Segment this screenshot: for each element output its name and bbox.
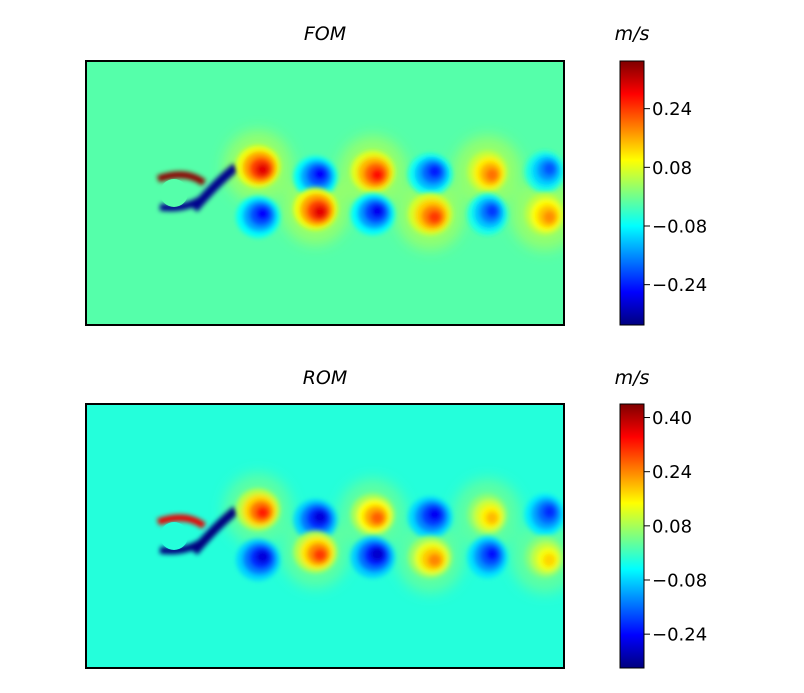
- rom-colorbar-label: m/s: [615, 367, 650, 389]
- fom-upper-shear-layer: [156, 171, 207, 186]
- fom-vortex-9: [467, 150, 508, 193]
- rom-cylinder-shear-layers: [156, 506, 239, 555]
- rom-plot-frame: [85, 403, 565, 669]
- fom-vortex-10: [467, 193, 508, 236]
- rom-vortex-10: [467, 536, 508, 579]
- fom-vortex-8: [408, 193, 453, 236]
- rom-cylinder: [160, 522, 188, 550]
- rom-colorbar-tick-label: 0.40: [652, 408, 692, 429]
- rom-panel: ROM m/s 0.40 0.24 0.08 −0.08 −0.24: [85, 367, 707, 669]
- fom-vortex-2: [236, 195, 281, 238]
- fom-vortex-4: [293, 187, 338, 230]
- rom-colorbar-ticks: 0.40 0.24 0.08 −0.08 −0.24: [644, 408, 707, 646]
- rom-vortex-11: [524, 493, 564, 536]
- rom-title: ROM: [303, 367, 348, 389]
- rom-colorbar-tick-label: 0.24: [652, 462, 692, 483]
- rom-colorbar: [619, 403, 645, 669]
- rom-vortex-9: [467, 493, 508, 536]
- fom-colorbar-tick-label: −0.08: [652, 217, 707, 238]
- fom-colorbar-ticks: 0.24 0.08 −0.08 −0.24: [644, 99, 707, 296]
- fom-vortex-12: [524, 193, 564, 236]
- rom-colorbar-tick-label: 0.08: [652, 516, 692, 537]
- fom-title: FOM: [304, 23, 346, 45]
- fom-heatmap-field: [86, 61, 564, 325]
- rom-diagonal-shear-layer: [190, 506, 239, 555]
- fom-colorbar: [619, 60, 645, 326]
- rom-colorbar-tick-label: −0.24: [652, 625, 707, 646]
- fom-vortex-11: [524, 150, 564, 193]
- fom-colorbar-label: m/s: [615, 23, 650, 45]
- fom-cylinder: [160, 179, 188, 207]
- rom-vortex-6: [350, 536, 395, 579]
- fom-panel: FOM m/s 0.24 0.08 −0.08 −0.24: [85, 23, 707, 326]
- rom-vortex-7: [408, 496, 453, 539]
- fom-plot-frame: [85, 60, 565, 326]
- fom-colorbar-tick-label: 0.08: [652, 158, 692, 179]
- rom-heatmap-field: [86, 404, 564, 668]
- fom-vortex-5: [350, 150, 395, 193]
- fom-diagonal-shear-layer: [190, 163, 239, 212]
- fom-colorbar-tick-label: 0.24: [652, 99, 692, 120]
- fom-vortex-1: [236, 145, 281, 188]
- rom-vortex-5: [350, 493, 395, 536]
- fom-colorbar-tick-label: −0.24: [652, 275, 707, 296]
- fom-vortex-6: [350, 193, 395, 236]
- fom-vortex-3: [293, 156, 338, 199]
- rom-colorbar-tick-label: −0.08: [652, 571, 707, 592]
- rom-vortex-8: [408, 536, 453, 579]
- fom-vortex-7: [408, 153, 453, 196]
- rom-vortex-4: [293, 530, 338, 573]
- rom-upper-shear-layer: [156, 514, 207, 529]
- rom-vortex-12: [524, 536, 564, 579]
- rom-vortex-marks: [236, 488, 564, 581]
- rom-vortex-3: [293, 499, 338, 542]
- fom-vortex-marks: [236, 145, 564, 238]
- fom-cylinder-shear-layers: [156, 163, 239, 212]
- rom-vortex-2: [236, 538, 281, 581]
- rom-vortex-1: [236, 488, 281, 531]
